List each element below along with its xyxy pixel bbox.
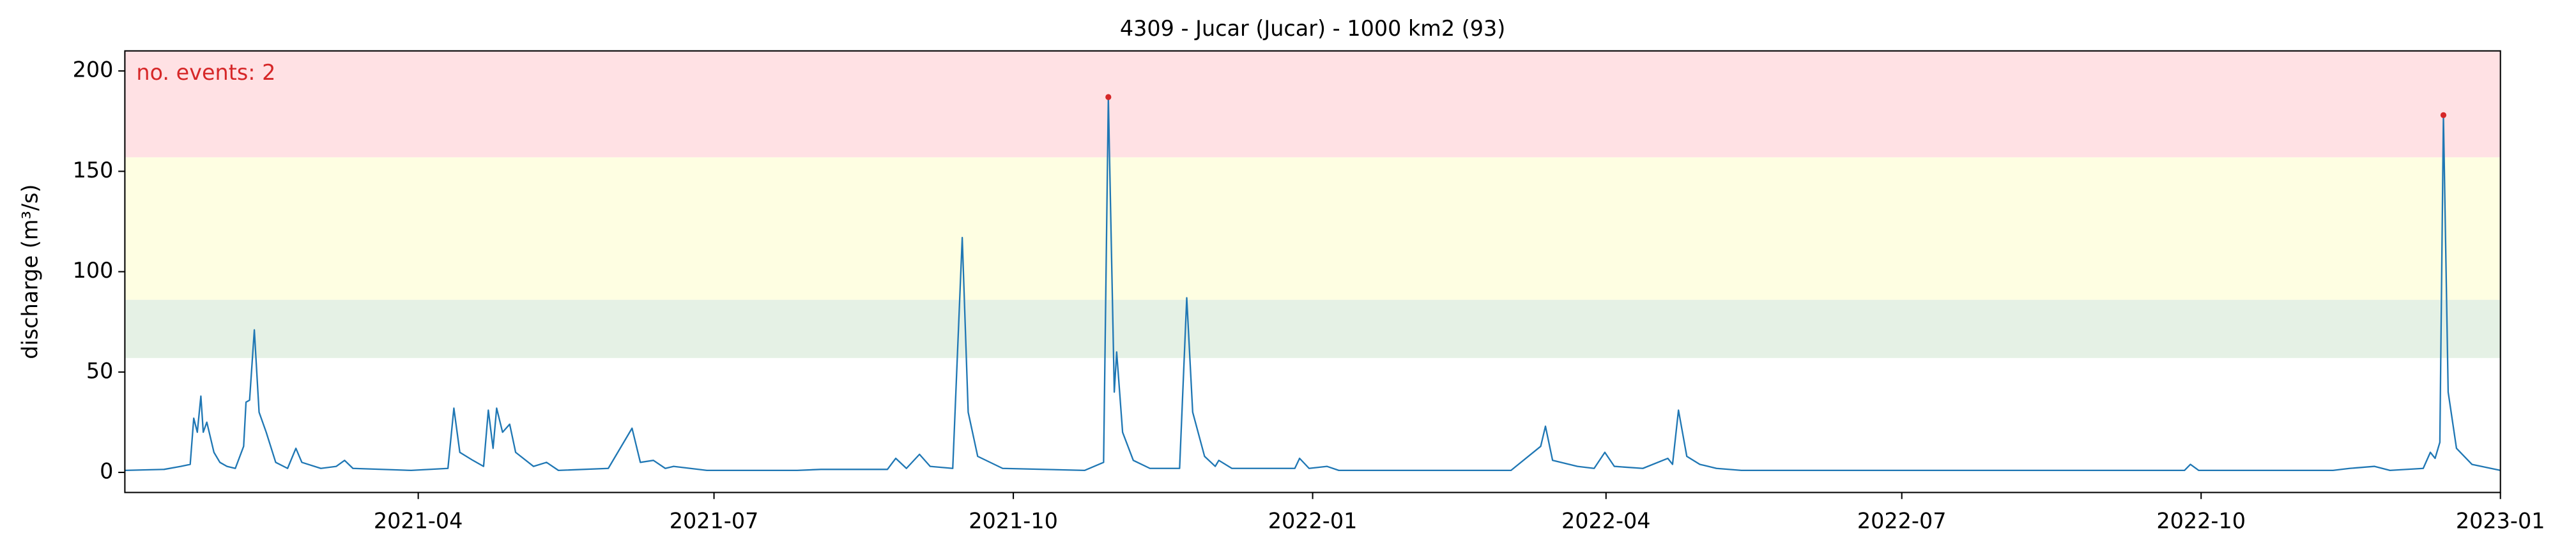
y-axis-label: discharge (m³/s) [17,184,42,359]
x-tick-label: 2021-07 [670,508,759,533]
y-tick-label: 50 [86,358,114,383]
event-marker [2440,112,2447,118]
y-tick-label: 200 [73,57,114,82]
event-marker [1105,94,1112,100]
x-tick-label: 2022-04 [1561,508,1651,533]
y-tick-label: 150 [73,158,114,183]
x-tick-label: 2022-01 [1268,508,1358,533]
y-tick-label: 100 [73,258,114,283]
threshold-band [125,157,2501,300]
x-tick-label: 2023-01 [2456,508,2545,533]
plot-frame [124,50,2501,493]
threshold-band [125,50,2501,158]
threshold-band [125,299,2501,358]
x-tick-label: 2022-07 [1857,508,1947,533]
y-tick-label: 0 [100,459,113,484]
discharge-line [125,96,2501,472]
event-count: no. events: 2 [136,60,275,85]
x-tick-label: 2021-04 [374,508,463,533]
chart-title: 4309 - Jucar (Jucar) - 1000 km2 (93) [1120,16,1505,41]
x-tick-label: 2021-10 [969,508,1058,533]
x-tick-label: 2022-10 [2156,508,2246,533]
